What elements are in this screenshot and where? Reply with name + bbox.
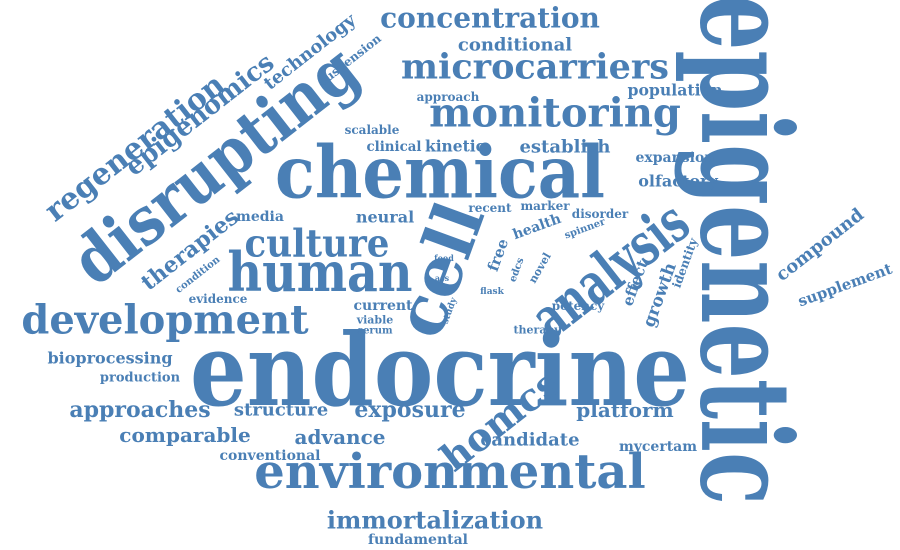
word-establish: establish [519,137,610,158]
word-chemical: chemical [275,130,605,215]
word-endocrine: endocrine [190,311,690,429]
word-approaches: approaches [69,397,210,423]
word-disorder: disorder [572,207,629,221]
word-epigenetic: epigenetic [672,0,818,505]
word-conventional: conventional [220,448,321,464]
word-conditional: conditional [458,35,572,56]
word-current: current [353,298,413,314]
word-therapy: therapy [513,324,561,337]
word-serum: serum [357,326,393,337]
word-production: production [100,371,181,386]
word-health: health [511,211,564,243]
word-food: food [434,253,454,263]
word-advance: advance [295,425,386,449]
word-structure: structure [234,400,328,421]
word-flask: flask [480,287,504,297]
word-potency: potency [552,299,606,313]
word-ass: ass [435,273,450,283]
word-concentration: concentration [380,2,600,35]
word-microcarriers: microcarriers [401,47,669,88]
word-culture: culture [245,221,390,266]
word-population: population [628,81,723,100]
word-viable: viable [356,314,394,327]
word-neural: neural [356,208,414,227]
word-clinical: clinical [367,139,422,155]
word-approach: approach [417,90,480,104]
word-expansion: expansion [635,150,714,166]
word-environmental: environmental [254,444,646,500]
word-media: media [236,209,284,225]
word-marker: marker [520,199,570,213]
word-platform: platform [576,398,673,422]
word-monitoring: monitoring [429,90,681,137]
word-olfactory: olfactory [638,172,718,191]
word-immortalization: immortalization [327,506,543,535]
word-exposure: exposure [354,397,465,423]
word-development: development [21,297,309,344]
word-recent: recent [468,201,512,215]
word-bioprocessing: bioprocessing [47,349,172,368]
word-edcs: edcs [508,256,527,284]
word-cloud-words: epigeneticendocrinechemicaldisruptingcel… [21,0,894,548]
word-kinetic: kinetic [425,137,485,156]
word-scalable: scalable [345,123,400,137]
word-candidate: candidate [480,430,579,451]
word-human: human [228,240,413,304]
word-evidence: evidence [189,292,248,306]
word-mycertam: mycertam [619,439,697,455]
word-comparable: comparable [119,423,250,447]
word-fundamental: fundamental [368,532,468,548]
